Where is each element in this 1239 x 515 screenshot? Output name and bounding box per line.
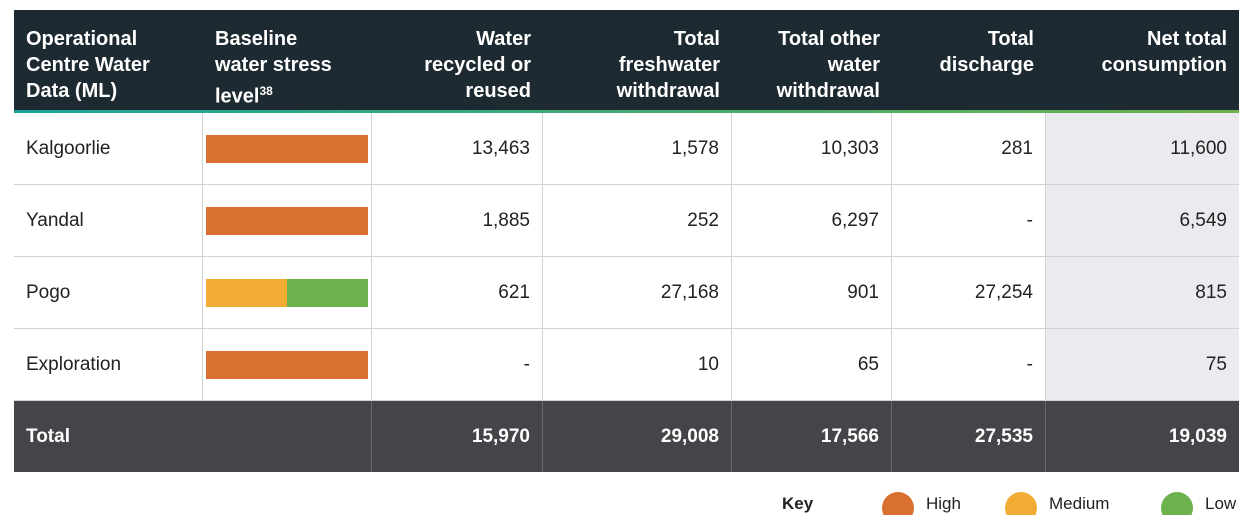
value-cell: 75 (1046, 329, 1239, 401)
value-cell: - (892, 329, 1046, 401)
column-header: Total other water withdrawal (732, 10, 892, 110)
key-swatch (882, 492, 914, 515)
stress-bar (206, 134, 368, 163)
key-label: Medium (1049, 494, 1110, 513)
column-header: Total freshwater withdrawal (543, 10, 732, 110)
stress-cell (203, 257, 372, 329)
column-header: Baseline water stress level38 (203, 10, 372, 110)
header-line: Net total (1147, 28, 1227, 50)
header-line: level38 (215, 84, 273, 108)
total-value: 19,039 (1168, 425, 1227, 447)
header-bg (14, 10, 1239, 110)
total-label: Total (14, 401, 372, 472)
value-cell: 27,168 (543, 257, 732, 329)
stress-bar (206, 350, 368, 379)
stress-cell (203, 185, 372, 257)
value-cell: - (372, 329, 543, 401)
value-cell: 1,885 (372, 185, 543, 257)
header-line: reused (465, 80, 531, 102)
total-value: 29,008 (543, 401, 732, 472)
stress-segment (206, 206, 368, 235)
value-cell: 6,549 (1046, 185, 1239, 257)
stress-segment (206, 278, 287, 307)
header-line: Baseline (215, 28, 298, 50)
value-cell: 10 (543, 329, 732, 401)
header-line: Data (ML) (26, 80, 118, 102)
header-line: freshwater (618, 54, 720, 76)
total-value: 15,970 (372, 401, 543, 472)
header-line: Operational (26, 28, 138, 50)
row-name: Exploration (14, 329, 203, 401)
column-header: Net total consumption (1046, 10, 1239, 110)
total-value: 17,566 (732, 401, 892, 472)
value-cell: 621 (372, 257, 543, 329)
stress-cell (203, 113, 372, 185)
column-header: Water recycled or reused (372, 10, 543, 110)
stress-bar (206, 278, 368, 307)
stress-segment (206, 350, 368, 379)
header-line: Total (987, 28, 1034, 50)
value-cell: 6,297 (732, 185, 892, 257)
value-cell: 815 (1046, 257, 1239, 329)
total-value: 27,535 (892, 401, 1046, 472)
value-cell: 10,303 (732, 113, 892, 185)
header-line: recycled or (424, 54, 531, 76)
header-line: water (827, 54, 880, 76)
header-line: withdrawal (776, 80, 880, 102)
row-name: Kalgoorlie (14, 113, 203, 185)
value-cell: 65 (732, 329, 892, 401)
value-cell: - (892, 185, 1046, 257)
row-name: Yandal (14, 185, 203, 257)
row-name: Pogo (14, 257, 203, 329)
key-label: Low (1205, 494, 1237, 513)
header-line: withdrawal (616, 80, 720, 102)
value-cell: 1,578 (543, 113, 732, 185)
header-line: water stress (215, 54, 332, 76)
stress-segment (206, 134, 368, 163)
header-line: Centre Water (26, 54, 150, 76)
value-cell: 27,254 (892, 257, 1046, 329)
header-line: Water (476, 28, 531, 50)
column-header: Total discharge (892, 10, 1046, 110)
value-cell: 281 (892, 113, 1046, 185)
column-header: Operational Centre Water Data (ML) (14, 10, 203, 110)
value-cell: 11,600 (1046, 113, 1239, 185)
stress-segment (287, 278, 368, 307)
value-cell: 13,463 (372, 113, 543, 185)
key-label: High (926, 494, 961, 513)
stress-bar (206, 206, 368, 235)
header-rule (14, 110, 1239, 113)
total-bg (14, 401, 1239, 472)
header-line: discharge (939, 54, 1034, 76)
key-title: Key (782, 494, 814, 513)
value-cell: 901 (732, 257, 892, 329)
header-line: Total (673, 28, 720, 50)
key-swatch (1161, 492, 1193, 515)
value-cell: 252 (543, 185, 732, 257)
header-line: consumption (1101, 54, 1227, 76)
key-swatch (1005, 492, 1037, 515)
header-line: Total other (778, 28, 880, 50)
stress-cell (203, 329, 372, 401)
footnote-ref: 38 (259, 84, 273, 98)
